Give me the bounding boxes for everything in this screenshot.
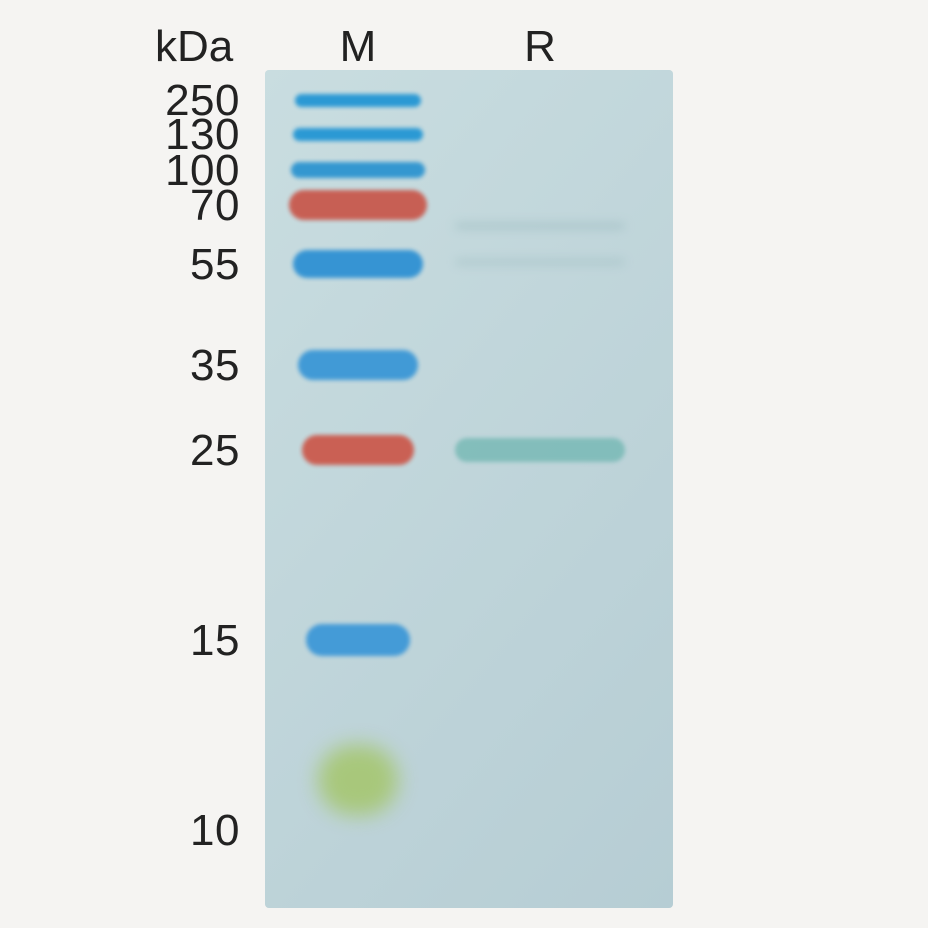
mw-label: 10 — [190, 806, 240, 856]
mw-label: 70 — [190, 181, 240, 231]
marker-band — [289, 190, 427, 220]
mw-label: 35 — [190, 341, 240, 391]
sample-band — [455, 259, 625, 265]
lane-header-m: M — [328, 22, 388, 72]
marker-band — [291, 162, 425, 178]
dye-front-smudge — [318, 745, 398, 815]
lane-header-r: R — [510, 22, 570, 72]
marker-band — [302, 435, 414, 465]
mw-label: 25 — [190, 426, 240, 476]
mw-label: 15 — [190, 616, 240, 666]
sample-band — [455, 438, 625, 462]
gel-figure: kDa M R 250130100705535251510 — [0, 0, 928, 928]
mw-label: 55 — [190, 240, 240, 290]
marker-band — [293, 128, 423, 141]
marker-band — [298, 350, 418, 380]
sample-band — [455, 223, 625, 229]
marker-band — [295, 94, 421, 107]
gel-strip — [265, 70, 673, 908]
marker-band — [293, 250, 423, 278]
unit-label: kDa — [155, 22, 233, 72]
marker-band — [306, 624, 410, 656]
